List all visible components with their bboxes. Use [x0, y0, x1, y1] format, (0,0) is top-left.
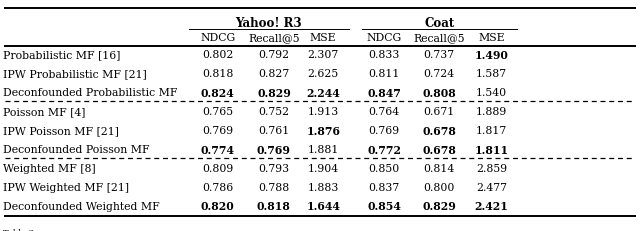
Text: 0.769: 0.769: [257, 145, 291, 156]
Text: 2.625: 2.625: [308, 69, 339, 79]
Text: 0.764: 0.764: [369, 107, 399, 117]
Text: 0.820: 0.820: [201, 201, 234, 213]
Text: Recall@5: Recall@5: [248, 33, 300, 43]
Text: MSE: MSE: [310, 33, 337, 43]
Text: 0.802: 0.802: [202, 50, 234, 61]
Text: 1.811: 1.811: [474, 145, 509, 156]
Text: IPW Weighted MF [21]: IPW Weighted MF [21]: [3, 183, 129, 193]
Text: IPW Probabilistic MF [21]: IPW Probabilistic MF [21]: [3, 69, 147, 79]
Text: 0.769: 0.769: [202, 126, 233, 136]
Text: 0.765: 0.765: [202, 107, 233, 117]
Text: Deconfounded Probabilistic MF: Deconfounded Probabilistic MF: [3, 88, 178, 98]
Text: 1.587: 1.587: [476, 69, 507, 79]
Text: 0.811: 0.811: [368, 69, 400, 79]
Text: 1.881: 1.881: [307, 145, 339, 155]
Text: 0.792: 0.792: [259, 50, 289, 61]
Text: Coat: Coat: [424, 17, 454, 30]
Text: 0.678: 0.678: [422, 126, 456, 137]
Text: 2.477: 2.477: [476, 183, 507, 193]
Text: 0.829: 0.829: [257, 88, 291, 99]
Text: 1.490: 1.490: [475, 50, 508, 61]
Text: 0.788: 0.788: [259, 183, 289, 193]
Text: 0.793: 0.793: [259, 164, 289, 174]
Text: 0.847: 0.847: [367, 88, 401, 99]
Text: Deconfounded Weighted MF: Deconfounded Weighted MF: [3, 202, 160, 212]
Text: 0.809: 0.809: [202, 164, 233, 174]
Text: 1.644: 1.644: [307, 201, 340, 213]
Text: 0.829: 0.829: [422, 201, 456, 213]
Text: 0.814: 0.814: [424, 164, 454, 174]
Text: 0.827: 0.827: [259, 69, 289, 79]
Text: 0.833: 0.833: [368, 50, 400, 61]
Text: NDCG: NDCG: [200, 33, 236, 43]
Text: 1.904: 1.904: [308, 164, 339, 174]
Text: 0.772: 0.772: [367, 145, 401, 156]
Text: 2.421: 2.421: [475, 201, 508, 213]
Text: 1.876: 1.876: [306, 126, 340, 137]
Text: 0.837: 0.837: [369, 183, 399, 193]
Text: 1.540: 1.540: [476, 88, 507, 98]
Text: 1.883: 1.883: [307, 183, 339, 193]
Text: MSE: MSE: [478, 33, 505, 43]
Text: 0.818: 0.818: [202, 69, 234, 79]
Text: NDCG: NDCG: [366, 33, 402, 43]
Text: 0.769: 0.769: [369, 126, 399, 136]
Text: 0.808: 0.808: [422, 88, 456, 99]
Text: 1.913: 1.913: [308, 107, 339, 117]
Text: Poisson MF [4]: Poisson MF [4]: [3, 107, 86, 117]
Text: 0.724: 0.724: [424, 69, 454, 79]
Text: 2.244: 2.244: [307, 88, 340, 99]
Text: 1.817: 1.817: [476, 126, 507, 136]
Text: Recall@5: Recall@5: [413, 33, 465, 43]
Text: 0.854: 0.854: [367, 201, 401, 213]
Text: 0.737: 0.737: [424, 50, 454, 61]
Text: 2.859: 2.859: [476, 164, 507, 174]
Text: 0.850: 0.850: [369, 164, 399, 174]
Text: 0.786: 0.786: [202, 183, 233, 193]
Text: 0.752: 0.752: [259, 107, 289, 117]
Text: IPW Poisson MF [21]: IPW Poisson MF [21]: [3, 126, 119, 136]
Text: Weighted MF [8]: Weighted MF [8]: [3, 164, 96, 174]
Text: Probabilistic MF [16]: Probabilistic MF [16]: [3, 50, 120, 61]
Text: 2.307: 2.307: [308, 50, 339, 61]
Text: 0.774: 0.774: [200, 145, 235, 156]
Text: 0.818: 0.818: [257, 201, 291, 213]
Text: 0.800: 0.800: [423, 183, 455, 193]
Text: Deconfounded Poisson MF: Deconfounded Poisson MF: [3, 145, 150, 155]
Text: 0.671: 0.671: [424, 107, 454, 117]
Text: 0.678: 0.678: [422, 145, 456, 156]
Text: Yahoo! R3: Yahoo! R3: [236, 17, 302, 30]
Text: 1.889: 1.889: [476, 107, 507, 117]
Text: 0.761: 0.761: [259, 126, 289, 136]
Text: Table 3: ...: Table 3: ...: [3, 229, 47, 231]
Text: 0.824: 0.824: [201, 88, 234, 99]
